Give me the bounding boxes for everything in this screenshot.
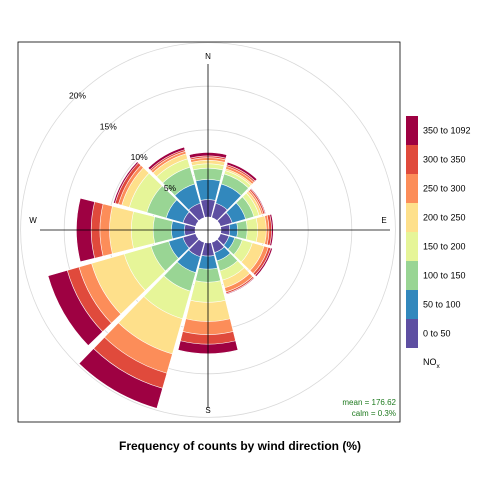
direction-label-e: E — [381, 216, 386, 225]
legend-swatch-4 — [406, 232, 418, 261]
legend-label-4: 150 to 200 — [423, 242, 466, 252]
compass-axes: N E S W — [29, 52, 390, 415]
legend-swatch-6 — [406, 174, 418, 203]
legend-label-6: 250 to 300 — [423, 184, 466, 194]
legend-swatch-7 — [406, 145, 418, 174]
plot-border — [17, 41, 401, 423]
radial-tick-10: 10% — [131, 152, 148, 162]
legend-title: NOx — [423, 357, 441, 370]
legend-swatch-2 — [406, 290, 418, 319]
stat-mean: mean = 176.62 — [342, 398, 396, 407]
legend-swatch-8 — [406, 116, 418, 145]
radial-tick-20: 20% — [69, 90, 86, 100]
radial-tick-5: 5% — [164, 183, 177, 193]
grid-circle-4 — [20, 42, 396, 418]
legend-swatch-3 — [406, 261, 418, 290]
stat-calm: calm = 0.3% — [352, 409, 396, 418]
legend-label-2: 50 to 100 — [423, 300, 461, 310]
direction-label-s: S — [205, 406, 210, 415]
legend-label-7: 300 to 350 — [423, 155, 466, 165]
radial-tick-15: 15% — [100, 121, 117, 131]
legend-label-1: 0 to 50 — [423, 329, 451, 339]
legend-label-5: 200 to 250 — [423, 213, 466, 223]
legend-swatch-1 — [406, 319, 418, 348]
legend-label-3: 100 to 150 — [423, 271, 466, 281]
legend-swatch-5 — [406, 203, 418, 232]
direction-label-n: N — [205, 52, 211, 61]
legend-label-8: 350 to 1092 — [423, 126, 471, 136]
radial-tick-labels: 5% 10% 15% 20% — [69, 90, 177, 192]
direction-label-w: W — [29, 216, 37, 225]
wind-petals — [47, 146, 274, 409]
chart-title: Frequency of counts by wind direction (%… — [119, 439, 361, 453]
color-legend: 0 to 50 50 to 100 100 to 150 150 to 200 200 … — [406, 116, 471, 370]
